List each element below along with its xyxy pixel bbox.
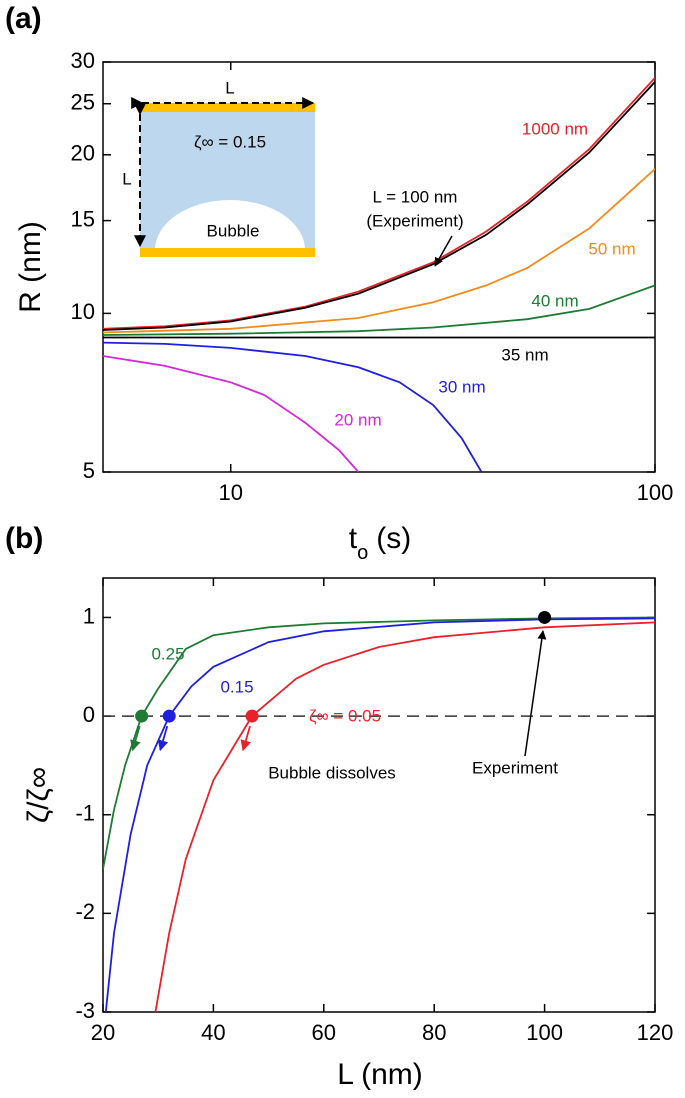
series-line [103,77,655,330]
marker [245,709,259,723]
y-tick-label: -2 [75,899,95,924]
plot-frame [102,577,656,1013]
inset-label: Bubble [207,221,260,240]
series-line [103,616,655,870]
series-line [104,617,655,1012]
dissolve-arrow [157,725,169,752]
inset-bubble [155,200,305,250]
annotation: Bubble dissolves [268,763,396,782]
panel-label: (a) [5,2,42,35]
y-tick-label: 20 [71,141,95,166]
x-tick-label: 10 [218,480,242,505]
x-axis-label-sub: o [357,542,368,564]
x-tick-label: 60 [312,1020,336,1045]
series-line [103,341,483,472]
series-label: 1000 nm [522,119,588,138]
x-axis-label: L (nm) [337,1058,423,1091]
series-label: 40 nm [531,291,578,310]
x-axis-label: to (s) [349,522,411,564]
series-line [103,284,655,336]
plot-frame [102,61,656,473]
y-axis-label: R (nm) [14,221,47,313]
series-label: 35 nm [501,345,548,364]
panel-label: (b) [5,522,43,555]
inset-label: ζ∞ = 0.15 [194,132,266,151]
series-label: ζ∞ = 0.05 [309,706,381,725]
x-tick-label: 80 [422,1020,446,1045]
x-tick-label: 100 [526,1020,563,1045]
x-axis-label-unit: (s) [376,522,411,555]
series-line [103,168,655,334]
annotation: Experiment [472,758,558,777]
series-label: 20 nm [334,410,381,429]
inset-plate-bottom [140,248,315,257]
marker [162,709,176,723]
marker [135,709,149,723]
x-tick-label: 100 [637,480,674,505]
y-tick-label: 30 [71,48,95,73]
inset-diagram [131,97,315,257]
x-tick-label: 20 [91,1020,115,1045]
y-tick-label: 25 [71,90,95,115]
x-axis-label-main: t [349,522,358,555]
y-axis-label: ζ/ζ∞ [22,767,55,823]
series-line [103,81,655,331]
x-tick-label: 40 [201,1020,225,1045]
y-tick-label: 15 [71,206,95,231]
series-label: 0.15 [220,677,253,696]
series-line [103,355,360,472]
y-tick-label: 0 [83,702,95,727]
y-tick-label: 1 [83,603,95,628]
inset-label: L [225,78,234,97]
series-label: L = 100 nm [373,187,458,206]
series-group [103,616,655,1012]
inset-plate-top [140,103,315,112]
y-tick-label: -1 [75,801,95,826]
series-group [103,77,655,472]
inset-label: L [122,169,131,188]
series-label: 30 nm [438,377,485,396]
series-line [154,621,655,1012]
marker [538,610,552,624]
annotation-arrow [524,630,547,757]
x-tick-label: 120 [637,1020,674,1045]
dissolve-arrow [240,725,251,752]
y-tick-label: -3 [75,998,95,1023]
y-tick-label: 5 [83,458,95,483]
y-tick-label: 10 [71,299,95,324]
dissolve-arrow [130,725,141,752]
series-annotation: (Experiment) [366,211,463,230]
series-label: 50 nm [588,239,635,258]
annotation-arrow [434,235,453,267]
series-label: 0.25 [151,644,184,663]
